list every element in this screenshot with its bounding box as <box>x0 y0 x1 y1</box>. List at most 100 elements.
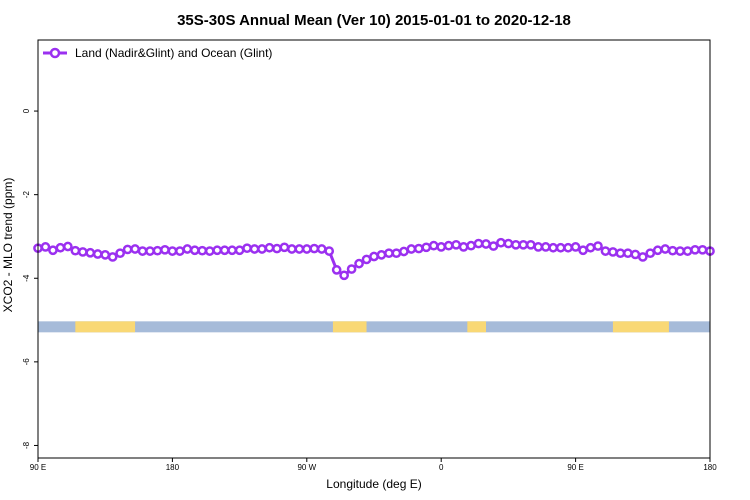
x-axis-label: Longitude (deg E) <box>326 477 421 491</box>
data-point <box>316 244 327 254</box>
data-point <box>548 242 559 253</box>
data-point <box>600 246 611 256</box>
surface-strip <box>38 321 710 333</box>
data-point <box>85 247 96 258</box>
data-point <box>331 265 342 275</box>
data-point <box>175 246 185 256</box>
ocean-strip <box>38 321 710 333</box>
data-point <box>406 244 417 254</box>
data-point <box>145 246 155 256</box>
data-point <box>511 239 521 250</box>
data-point <box>107 252 118 262</box>
data-point <box>204 246 215 256</box>
data-point <box>272 243 282 254</box>
data-point <box>63 241 73 252</box>
land-segment <box>467 321 486 333</box>
legend: Land (Nadir&Glint) and Ocean (Glint) <box>43 46 272 60</box>
data-point <box>578 245 588 256</box>
x-tick-label: 90 E <box>567 463 583 472</box>
data-point <box>167 246 178 256</box>
data-point <box>294 244 305 254</box>
data-point <box>593 241 603 251</box>
data-point <box>100 250 111 260</box>
data-point <box>488 241 499 251</box>
data-point <box>339 270 349 281</box>
chart-title: 35S-30S Annual Mean (Ver 10) 2015-01-01 … <box>177 12 571 29</box>
x-tick-label: 90 W <box>297 463 316 472</box>
data-point <box>376 250 387 260</box>
x-tick-label: 180 <box>166 463 180 472</box>
data-point <box>645 248 656 259</box>
data-point <box>623 248 633 259</box>
data-point <box>384 248 394 259</box>
data-point <box>503 238 514 249</box>
data-point <box>257 244 267 254</box>
data-point <box>264 242 275 253</box>
data-point <box>690 244 700 255</box>
legend-marker <box>49 47 61 59</box>
data-point <box>443 240 454 251</box>
x-tick-label: 0 <box>439 463 444 472</box>
data-point <box>525 239 536 250</box>
y-tick-label: -6 <box>22 358 31 366</box>
data-point <box>413 243 424 254</box>
data-point <box>249 244 260 254</box>
data-point <box>354 258 364 269</box>
data-point <box>55 242 66 253</box>
data-point <box>570 242 581 252</box>
data-point <box>496 237 506 248</box>
data-point <box>182 244 193 254</box>
data-point <box>473 238 484 249</box>
data-point <box>287 244 297 254</box>
land-segment <box>612 321 669 333</box>
data-point <box>137 246 148 256</box>
y-tick-label: -4 <box>22 274 31 282</box>
data-point <box>667 245 678 256</box>
data-point <box>458 242 469 252</box>
x-tick-label: 180 <box>703 463 717 472</box>
data-point <box>675 246 685 256</box>
data-point <box>122 244 133 255</box>
data-point <box>533 242 544 252</box>
plot-frame <box>37 39 711 459</box>
data-point <box>428 240 439 251</box>
data-point <box>660 244 671 254</box>
x-axis: 90 E 180 90 W 0 90 E 180 <box>30 458 717 472</box>
data-point <box>212 245 223 256</box>
data-point <box>301 244 312 254</box>
data-point <box>40 242 51 252</box>
data-point <box>630 249 641 260</box>
data-point <box>242 243 252 254</box>
legend-entry: Land (Nadir&Glint) and Ocean (Glint) <box>75 46 272 60</box>
data-point <box>652 245 663 256</box>
y-axis-label: XCO2 - MLO trend (ppm) <box>1 178 15 313</box>
x-tick-label: 90 E <box>30 463 46 472</box>
data-point <box>130 244 140 254</box>
data-point <box>466 240 476 251</box>
data-point <box>309 243 320 254</box>
data-point <box>481 239 491 249</box>
data-point <box>115 248 125 259</box>
data-point <box>637 252 648 262</box>
data-point <box>540 242 551 252</box>
data-point <box>682 246 693 256</box>
y-tick-label: -2 <box>22 191 31 199</box>
y-tick-label: 0 <box>22 108 31 113</box>
land-segment <box>332 321 367 333</box>
data-point <box>451 239 461 250</box>
data-point <box>48 245 58 256</box>
series-layer <box>33 237 715 281</box>
data-point <box>697 244 708 255</box>
data-point <box>152 245 163 256</box>
land-segment <box>75 321 136 333</box>
data-point <box>227 245 237 256</box>
data-point <box>369 251 379 262</box>
data-point <box>399 246 409 257</box>
data-point <box>197 245 208 256</box>
data-point <box>324 246 335 256</box>
data-point <box>219 245 230 256</box>
data-point <box>70 245 81 256</box>
data-point <box>518 239 529 250</box>
data-point <box>346 264 357 274</box>
